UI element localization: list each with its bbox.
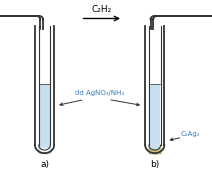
- Text: C₂Ag₂: C₂Ag₂: [181, 131, 201, 137]
- Text: b): b): [150, 160, 159, 169]
- FancyBboxPatch shape: [39, 84, 50, 148]
- Text: C₂H₂: C₂H₂: [92, 5, 112, 14]
- Text: a): a): [40, 160, 49, 169]
- FancyBboxPatch shape: [150, 84, 160, 150]
- Polygon shape: [149, 148, 161, 153]
- Text: dd AgNO₃/NH₃: dd AgNO₃/NH₃: [75, 90, 124, 96]
